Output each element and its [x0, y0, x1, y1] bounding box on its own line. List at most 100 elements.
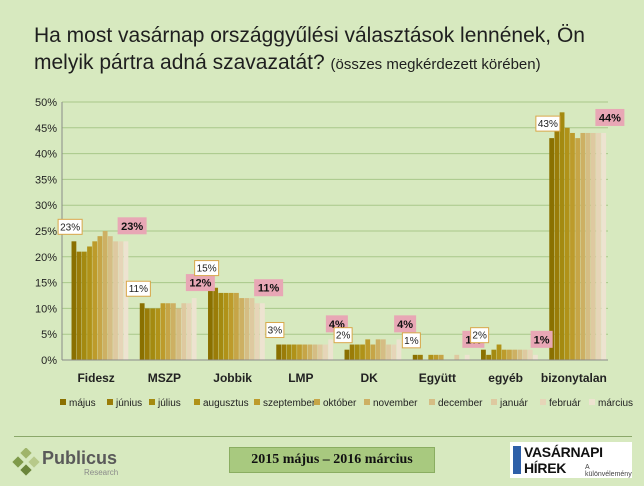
- bar-DK-szeptember: [365, 339, 371, 360]
- data-label-first: 43%: [538, 119, 558, 130]
- publicus-logo-subtext: Research: [84, 468, 119, 477]
- footer-divider: [14, 436, 632, 437]
- bar-bizonytalan-március: [601, 132, 607, 360]
- bar-MSZP-március: [191, 298, 197, 360]
- bar-egyéb-január: [522, 349, 528, 360]
- bar-DK-október: [370, 344, 376, 360]
- bar-DK-január: [386, 344, 391, 360]
- bar-bizonytalan-november: [580, 132, 586, 360]
- data-label-first-box: [57, 218, 83, 235]
- legend-swatch: [194, 399, 200, 405]
- y-tick-label: 10%: [35, 303, 57, 315]
- y-tick-label: 50%: [35, 97, 57, 109]
- legend-label: november: [373, 398, 418, 409]
- data-label-first-box: [125, 280, 151, 297]
- data-label-first: 23%: [60, 222, 80, 233]
- y-tick-label: 0%: [41, 355, 57, 367]
- data-label-last-box: [394, 315, 417, 333]
- data-label-first-box: [265, 322, 285, 339]
- bar-LMP-február: [323, 344, 328, 360]
- chart-title-sub: (összes megkérdezett körében): [330, 56, 541, 73]
- legend-swatch: [107, 399, 113, 405]
- bar-egyéb-július: [491, 349, 497, 360]
- legend-label: március: [598, 398, 633, 409]
- data-labels: 23%23%11%12%15%11%3%4%2%4%1%1%2%1%43%44%: [57, 108, 625, 349]
- bar-Jobbik-március: [260, 303, 265, 360]
- bar-LMP-szeptember: [297, 344, 302, 360]
- legend-label: május: [69, 398, 96, 409]
- bar-Fidesz-július: [81, 251, 87, 360]
- legend-label: augusztus: [203, 398, 249, 409]
- y-tick-label: 15%: [35, 278, 57, 290]
- bar-LMP-május: [276, 344, 282, 360]
- bar-Jobbik-június: [213, 287, 219, 360]
- bar-LMP-január: [317, 344, 323, 360]
- data-label-last: 1%: [534, 334, 550, 346]
- legend-swatch: [149, 399, 155, 405]
- bar-Együtt-szeptember: [433, 354, 439, 360]
- chart-title: Ha most vasárnap országgyűlési választás…: [34, 22, 634, 78]
- bar-bizonytalan-január: [590, 132, 596, 360]
- bar-LMP-november: [307, 344, 313, 360]
- bar-Fidesz-június: [76, 251, 82, 360]
- bar-DK-július: [354, 344, 360, 360]
- vasarnapi-hirek-tagline: A különvélemény: [585, 464, 632, 478]
- bar-DK-augusztus: [360, 344, 365, 360]
- bar-egyéb-június: [486, 354, 492, 360]
- bar-Jobbik-augusztus: [223, 292, 229, 360]
- publicus-logo-icon: [12, 448, 40, 476]
- x-tick-label: Jobbik: [213, 371, 252, 385]
- data-label-last: 23%: [121, 221, 143, 233]
- legend-swatch: [540, 399, 546, 405]
- data-label-first-box: [535, 115, 561, 132]
- bar-egyéb-március: [533, 354, 538, 360]
- data-label-first: 1%: [404, 336, 419, 347]
- legend-label: július: [157, 398, 181, 409]
- bar-egyéb-november: [512, 349, 518, 360]
- bar-Fidesz-augusztus: [87, 246, 92, 360]
- bar-bizonytalan-december: [585, 132, 591, 360]
- x-tick-label: MSZP: [148, 371, 181, 385]
- legend-label: december: [438, 398, 483, 409]
- bar-LMP-március: [328, 339, 334, 360]
- legend-label: szeptember: [263, 398, 316, 409]
- bar-Együtt-március: [464, 354, 470, 360]
- y-tick-label: 40%: [35, 149, 57, 161]
- bar-MSZP-február: [186, 303, 192, 360]
- publicus-logo: Publicus Research: [12, 446, 122, 480]
- bar-chart: 0% 5% 10% 15% 20% 25% 30% 35% 40% 45% 50% 23% 23% 11…: [35, 97, 633, 409]
- bar-bizonytalan-május: [549, 138, 555, 360]
- bars: [71, 112, 607, 360]
- legend-swatch: [60, 399, 66, 405]
- bar-Fidesz-december: [107, 236, 113, 360]
- bar-Jobbik-november: [239, 298, 245, 360]
- x-tick-label: DK: [360, 371, 378, 385]
- y-tick-label: 20%: [35, 252, 57, 264]
- bar-MSZP-július: [150, 308, 155, 360]
- vasarnapi-hirek-logo-mark: [513, 446, 521, 474]
- data-label-first-box: [333, 327, 353, 344]
- data-label-first-box: [470, 327, 490, 344]
- x-tick-label: Együtt: [419, 371, 456, 385]
- data-label-last: 11%: [258, 283, 280, 295]
- bar-Fidesz-március: [123, 241, 129, 360]
- data-label-last: 44%: [599, 112, 621, 124]
- data-label-first: 15%: [197, 264, 217, 275]
- bar-Jobbik-február: [254, 303, 260, 360]
- bar-bizonytalan-augusztus: [564, 127, 570, 360]
- bar-MSZP-november: [170, 303, 176, 360]
- bar-Jobbik-október: [234, 292, 239, 360]
- y-tick-label: 45%: [35, 123, 57, 135]
- bar-Együtt-január: [454, 354, 460, 360]
- bar-MSZP-augusztus: [155, 308, 161, 360]
- bar-Jobbik-szeptember: [228, 292, 234, 360]
- bar-Fidesz-január: [113, 241, 118, 360]
- legend: május június július augusztus szeptember októ…: [60, 398, 633, 409]
- x-tick-label: egyéb: [488, 371, 523, 385]
- y-tick-label: 35%: [35, 174, 57, 186]
- bar-MSZP-május: [139, 303, 145, 360]
- bar-bizonytalan-október: [575, 138, 581, 360]
- bar-Jobbik-január: [249, 298, 255, 360]
- data-label-last: 12%: [189, 278, 211, 290]
- bar-DK-március: [396, 339, 402, 360]
